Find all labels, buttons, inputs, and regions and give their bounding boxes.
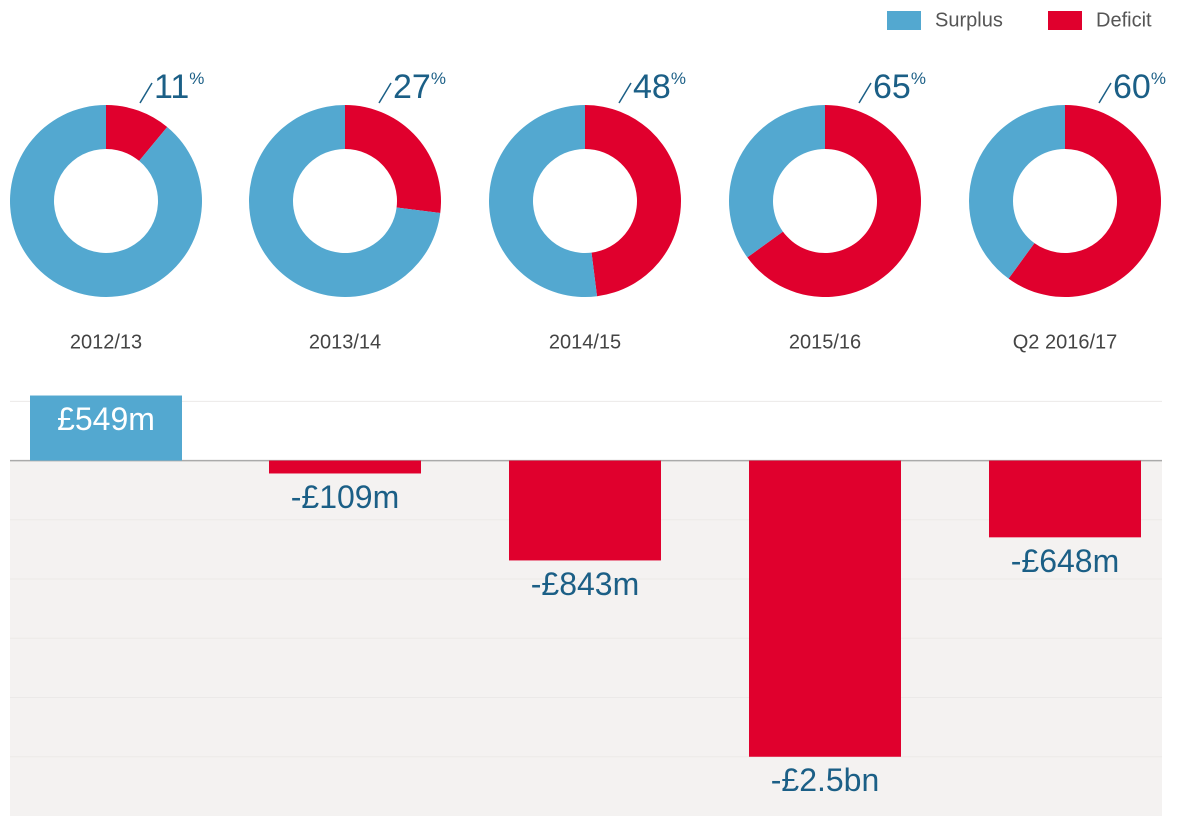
legend-swatch — [1048, 11, 1082, 30]
bar — [989, 460, 1141, 538]
leader-line — [139, 82, 153, 104]
bar — [269, 460, 421, 474]
surplus-slice — [489, 105, 598, 297]
surplus-slice — [969, 105, 1065, 279]
surplus-slice — [729, 105, 825, 258]
category-label: 2014/15 — [549, 331, 621, 353]
surplus-slice — [9, 105, 202, 297]
deficit-value: 65 — [873, 68, 911, 106]
bar — [509, 460, 661, 561]
deficit-label: 65% — [873, 68, 926, 106]
category-label: Q2 2016/17 — [1013, 331, 1118, 353]
value-label: -£2.5bn — [771, 762, 880, 798]
bar — [749, 460, 901, 757]
value-label: -£648m — [1011, 543, 1120, 579]
leader-line — [618, 82, 632, 104]
deficit-slice — [585, 105, 682, 297]
value-label: -£109m — [291, 479, 400, 515]
legend-label: Deficit — [1096, 9, 1152, 31]
legend-label: Surplus — [935, 9, 1003, 31]
deficit-label: 11% — [154, 68, 204, 106]
value-label: -£843m — [531, 566, 640, 602]
leader-line — [1098, 82, 1112, 104]
percent-sign: % — [671, 69, 686, 88]
deficit-value: 48 — [633, 68, 671, 106]
bar — [30, 395, 182, 461]
percent-sign: % — [1151, 69, 1166, 88]
deficit-slice — [345, 105, 441, 214]
leader-line — [858, 82, 872, 104]
deficit-value: 60 — [1113, 68, 1151, 106]
category-label: 2015/16 — [789, 331, 861, 353]
deficit-label: 27% — [393, 68, 446, 106]
deficit-slice — [106, 105, 168, 161]
category-label: 2012/13 — [70, 331, 142, 353]
percent-sign: % — [431, 69, 446, 88]
category-label: 2013/14 — [309, 331, 381, 353]
deficit-value: 11 — [154, 68, 189, 106]
deficit-value: 27 — [393, 68, 431, 106]
percent-sign: % — [189, 69, 204, 88]
deficit-label: 48% — [633, 68, 686, 106]
deficit-slice — [1008, 105, 1162, 297]
surplus-slice — [249, 105, 441, 298]
percent-sign: % — [911, 69, 926, 88]
deficit-slice — [747, 105, 921, 298]
leader-line — [378, 82, 392, 104]
value-label: £549m — [57, 401, 155, 437]
deficit-label: 60% — [1113, 68, 1166, 106]
legend-swatch — [887, 11, 921, 30]
